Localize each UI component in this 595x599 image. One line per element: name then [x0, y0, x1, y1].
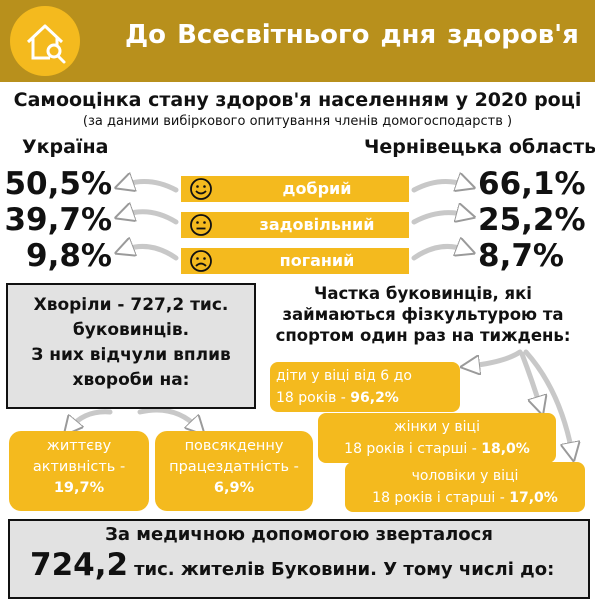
impact-life-value: 19,7% — [53, 480, 105, 496]
arrow-left-good — [124, 181, 179, 193]
subtitle: Самооцінка стану здоров'я населенням у 2… — [13, 89, 582, 111]
rating-satisfactory-label: задовільний — [259, 215, 375, 234]
sport-women-value: 18,0% — [481, 441, 530, 457]
sport-kids: діти у віці від 6 до 18 років - 96,2% — [270, 362, 460, 412]
rating-good: добрий — [181, 176, 409, 202]
ukraine-good-value: 50,5% — [4, 166, 112, 202]
region-good-value: 66,1% — [478, 166, 586, 202]
impact-work-value: 6,9% — [213, 480, 255, 496]
house-search-icon — [10, 6, 80, 76]
page-title: До Всесвітнього дня здоров'я — [125, 20, 579, 50]
impact-life-line-1: життєву — [46, 438, 112, 454]
rating-satisfactory: задовільний — [181, 212, 409, 238]
ukraine-poor-value: 9,8% — [26, 238, 112, 274]
header-banner — [0, 0, 595, 82]
sick-line-1: Хворіли - 727,2 тис. — [33, 295, 229, 315]
region-satisfactory-value: 25,2% — [478, 202, 586, 238]
sport-kids-value: 96,2% — [350, 390, 399, 406]
region-poor-value: 8,7% — [478, 238, 564, 274]
arrow-sick-work — [137, 407, 198, 428]
medical-box — [8, 519, 590, 599]
sick-line-3: З них відчули вплив — [31, 345, 231, 365]
arrow-right-good — [411, 181, 466, 193]
sport-title-line-2: займаються фізкультурою та — [282, 305, 564, 324]
sick-box — [6, 283, 256, 409]
arrow-left-poor — [124, 246, 179, 261]
sport-women-line-1: жінки у віці — [394, 419, 480, 435]
survey-note: (за даними вибіркового опитування членів… — [82, 114, 513, 129]
sport-men: чоловіки у віці 18 років і старші - 17,0… — [345, 462, 585, 512]
medical-line-2-rest: тис. жителів Буковини. У тому числі до: — [134, 559, 555, 580]
arrow-right-satisfactory — [411, 213, 466, 225]
medical-line-2: 724,2 тис. жителів Буковини. У тому числі… — [30, 547, 554, 583]
sick-text: Хворіли - 727,2 тис. буковинців. З них в… — [6, 293, 256, 393]
sport-kids-line-2: 18 років - — [276, 390, 351, 406]
sick-line-2: буковинців. — [72, 320, 190, 340]
smile-icon — [190, 178, 212, 200]
medical-number: 724,2 — [30, 547, 129, 583]
region-ukraine: Україна — [22, 136, 109, 158]
impact-work-capacity: повсякденну працездатність - 6,9% — [155, 431, 313, 511]
sport-title: Частка буковинців, які займаються фізкул… — [258, 283, 588, 346]
impact-work-line-2: працездатність - — [169, 459, 299, 475]
arrow-right-poor — [411, 246, 466, 261]
rating-poor: поганий — [181, 248, 409, 274]
rating-good-label: добрий — [282, 179, 352, 198]
arrow-sport-women — [519, 351, 540, 406]
ukraine-satisfactory-value: 39,7% — [4, 202, 112, 238]
arrow-sport-kids — [470, 349, 523, 366]
arrow-left-satisfactory — [124, 212, 179, 225]
neutral-face-icon — [190, 214, 212, 236]
sport-title-line-1: Частка буковинців, які — [314, 284, 532, 303]
sport-women-line-2: 18 років і старші - — [344, 441, 482, 457]
sport-women: жінки у віці 18 років і старші - 18,0% — [318, 413, 556, 463]
arrow-sick-life — [70, 409, 113, 428]
sport-men-value: 17,0% — [509, 490, 558, 506]
sport-men-line-1: чоловіки у віці — [411, 468, 519, 484]
impact-life-line-2: активність - — [32, 459, 126, 475]
sad-face-icon — [190, 250, 212, 272]
medical-line-1: За медичною допомогою зверталося — [105, 524, 493, 545]
sport-men-line-2: 18 років і старші - — [372, 490, 510, 506]
sick-line-4: хвороби на: — [72, 370, 190, 390]
region-chernivtsi: Чернівецька область — [364, 136, 595, 158]
impact-life-activity: життєву активність - 19,7% — [9, 431, 149, 511]
rating-poor-label: поганий — [279, 251, 355, 270]
sport-kids-line-1: діти у віці від 6 до — [276, 368, 412, 384]
arrow-sport-men — [523, 349, 572, 452]
impact-work-line-1: повсякденну — [184, 438, 284, 454]
sport-title-line-3: спортом один раз на тиждень: — [275, 326, 571, 345]
